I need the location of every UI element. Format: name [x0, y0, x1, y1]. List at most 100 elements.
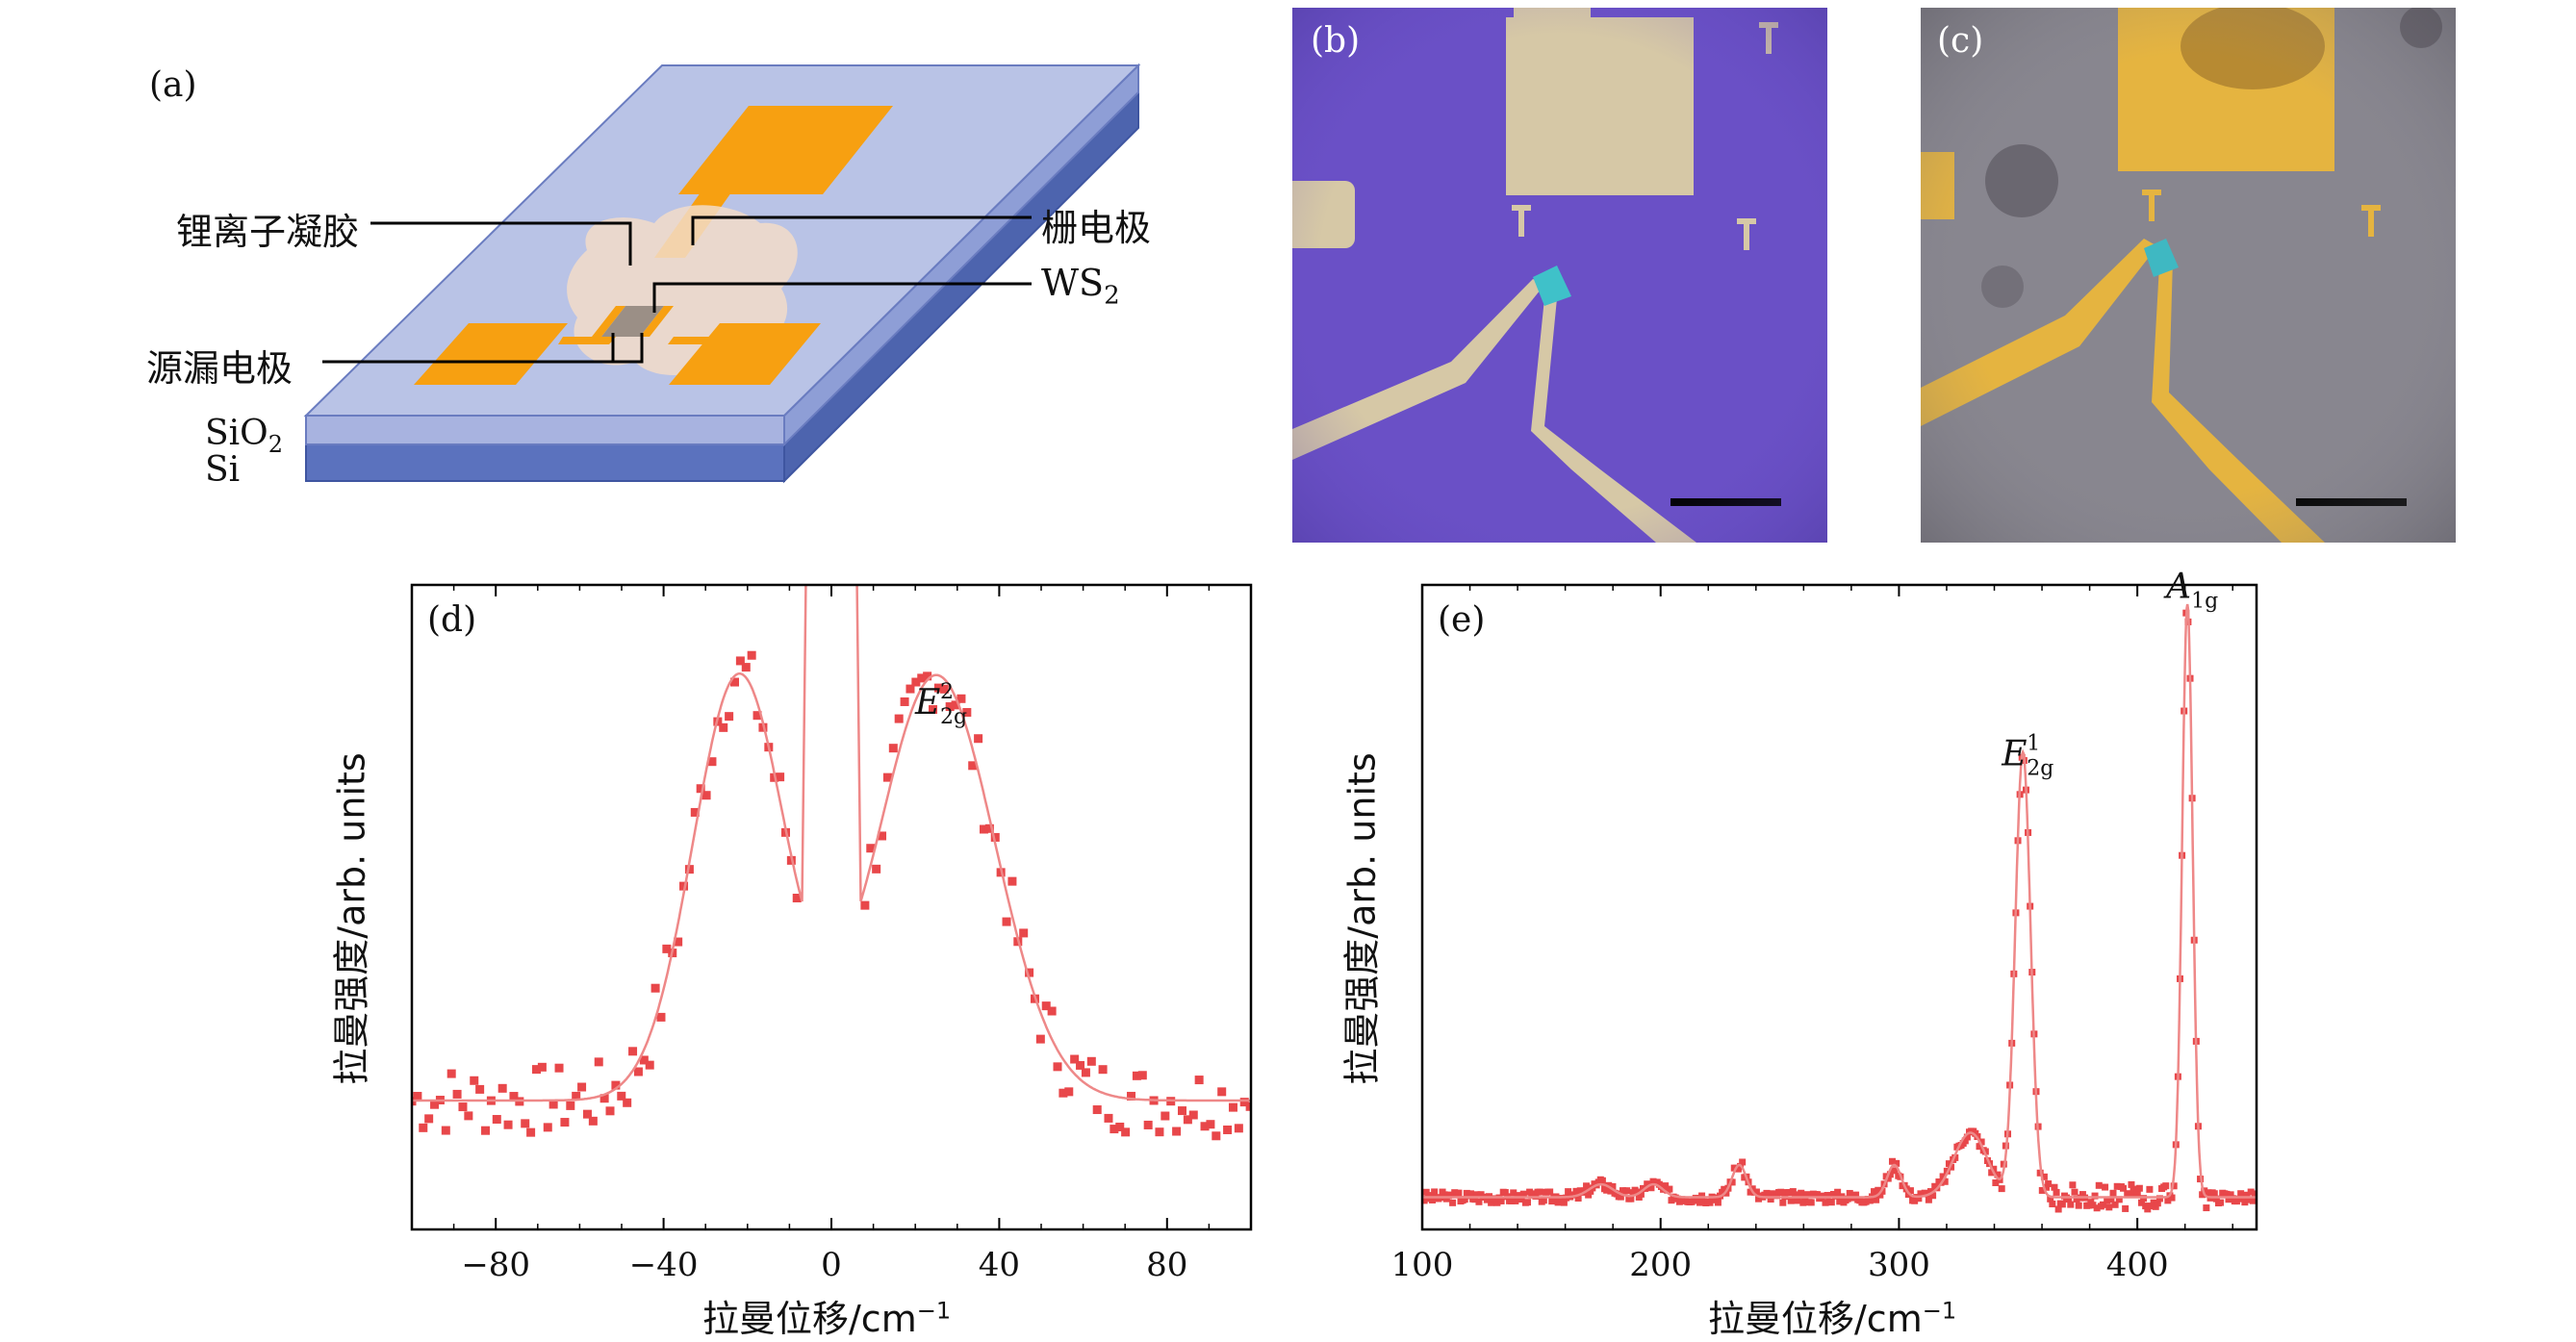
- data-point: [1765, 1192, 1773, 1200]
- data-point: [1546, 1188, 1554, 1196]
- data-point: [1115, 1122, 1125, 1131]
- data-point: [1565, 1188, 1572, 1196]
- x-tick-label: −40: [629, 1246, 699, 1284]
- plot-area-e: [1422, 603, 2257, 1213]
- data-point: [1911, 1197, 1919, 1204]
- data-point: [1827, 1199, 1835, 1206]
- data-point: [503, 1120, 513, 1129]
- data-point: [2047, 1195, 2054, 1203]
- data-point: [1884, 1175, 1892, 1182]
- data-point: [1820, 1192, 1827, 1200]
- data-point: [1609, 1182, 1617, 1190]
- data-point: [1875, 1186, 1882, 1194]
- data-point: [2223, 1190, 2231, 1198]
- data-point: [2067, 1201, 2075, 1208]
- data-point: [725, 712, 734, 722]
- data-point: [1752, 1188, 1760, 1196]
- data-point: [1518, 1196, 1525, 1203]
- data-point: [792, 894, 802, 903]
- data-point: [1876, 1191, 1884, 1199]
- data-point: [2162, 1182, 2170, 1190]
- data-point: [1160, 1111, 1170, 1121]
- data-point: [1127, 1091, 1136, 1101]
- data-point: [878, 831, 887, 841]
- data-point: [1188, 1110, 1198, 1120]
- data-point: [2065, 1196, 2073, 1203]
- data-point: [1081, 1068, 1090, 1077]
- callout-gel-label: 锂离子凝胶: [176, 211, 360, 253]
- data-point: [2093, 1204, 2101, 1212]
- data-point: [1977, 1138, 1985, 1146]
- x-tick-label: 300: [1868, 1246, 1930, 1284]
- data-point: [1510, 1189, 1518, 1197]
- data-point: [1873, 1196, 1880, 1203]
- peak-annotation: A: [2163, 567, 2191, 606]
- data-point: [1467, 1190, 1475, 1198]
- data-point: [945, 702, 955, 712]
- data-point: [2091, 1192, 2099, 1200]
- data-point: [1455, 1189, 1463, 1197]
- data-point: [1846, 1189, 1853, 1197]
- data-point: [1449, 1199, 1457, 1206]
- data-point: [2099, 1201, 2106, 1208]
- data-point: [1501, 1189, 1509, 1197]
- data-point: [690, 807, 700, 817]
- data-point: [645, 1060, 654, 1070]
- data-point: [1633, 1188, 1641, 1196]
- data-point: [1886, 1171, 1894, 1178]
- data-point: [1092, 1105, 1102, 1115]
- data-point: [492, 1115, 501, 1125]
- data-point: [1519, 1190, 1527, 1198]
- x-tick-label: 0: [821, 1246, 842, 1284]
- optical-image-c: [1921, 8, 2456, 543]
- data-point: [866, 844, 876, 853]
- data-point: [1698, 1192, 1706, 1200]
- data-point: [1109, 1125, 1119, 1134]
- data-point: [1988, 1169, 1996, 1177]
- data-point: [413, 1092, 422, 1101]
- peak-annotation-sub: 2g: [2027, 757, 2053, 781]
- data-point: [1779, 1199, 1787, 1206]
- data-point: [1228, 1102, 1237, 1112]
- data-point: [860, 900, 870, 910]
- data-point: [1637, 1190, 1645, 1198]
- data-point: [572, 1091, 581, 1101]
- data-point: [894, 714, 904, 723]
- data-point: [662, 944, 672, 953]
- peak-annotation: E: [2001, 735, 2027, 774]
- data-point: [1580, 1187, 1588, 1195]
- plot-area-d: [412, 585, 1251, 1141]
- data-point: [990, 832, 1000, 842]
- data-point: [1990, 1165, 1998, 1173]
- layer-sio2-label: SiO2: [205, 414, 283, 459]
- data-point: [1585, 1191, 1593, 1199]
- data-point: [1814, 1191, 1822, 1199]
- data-point: [1906, 1187, 1914, 1195]
- data-point: [1560, 1199, 1568, 1206]
- data-point: [1803, 1191, 1811, 1199]
- data-point: [2135, 1184, 2143, 1192]
- data-point: [933, 683, 943, 693]
- data-point: [956, 694, 966, 703]
- data-point: [2241, 1199, 2249, 1206]
- data-point: [1852, 1191, 1860, 1199]
- data-point: [1992, 1178, 2000, 1186]
- data-point: [1523, 1199, 1531, 1206]
- data-point: [1143, 1120, 1153, 1129]
- data-point: [2071, 1188, 2079, 1196]
- data-point: [1183, 1115, 1192, 1125]
- data-point: [1471, 1196, 1479, 1203]
- data-point: [1041, 1001, 1051, 1011]
- data-point: [2170, 1182, 2178, 1190]
- data-point: [1941, 1177, 1949, 1185]
- data-point: [674, 937, 683, 947]
- data-point: [452, 1089, 462, 1099]
- data-point: [1104, 1113, 1113, 1123]
- data-point: [1824, 1191, 1831, 1199]
- data-point: [1540, 1197, 1547, 1204]
- data-point: [1866, 1197, 1874, 1204]
- data-point: [1572, 1187, 1580, 1195]
- data-point: [582, 1109, 592, 1119]
- data-point: [1431, 1188, 1439, 1196]
